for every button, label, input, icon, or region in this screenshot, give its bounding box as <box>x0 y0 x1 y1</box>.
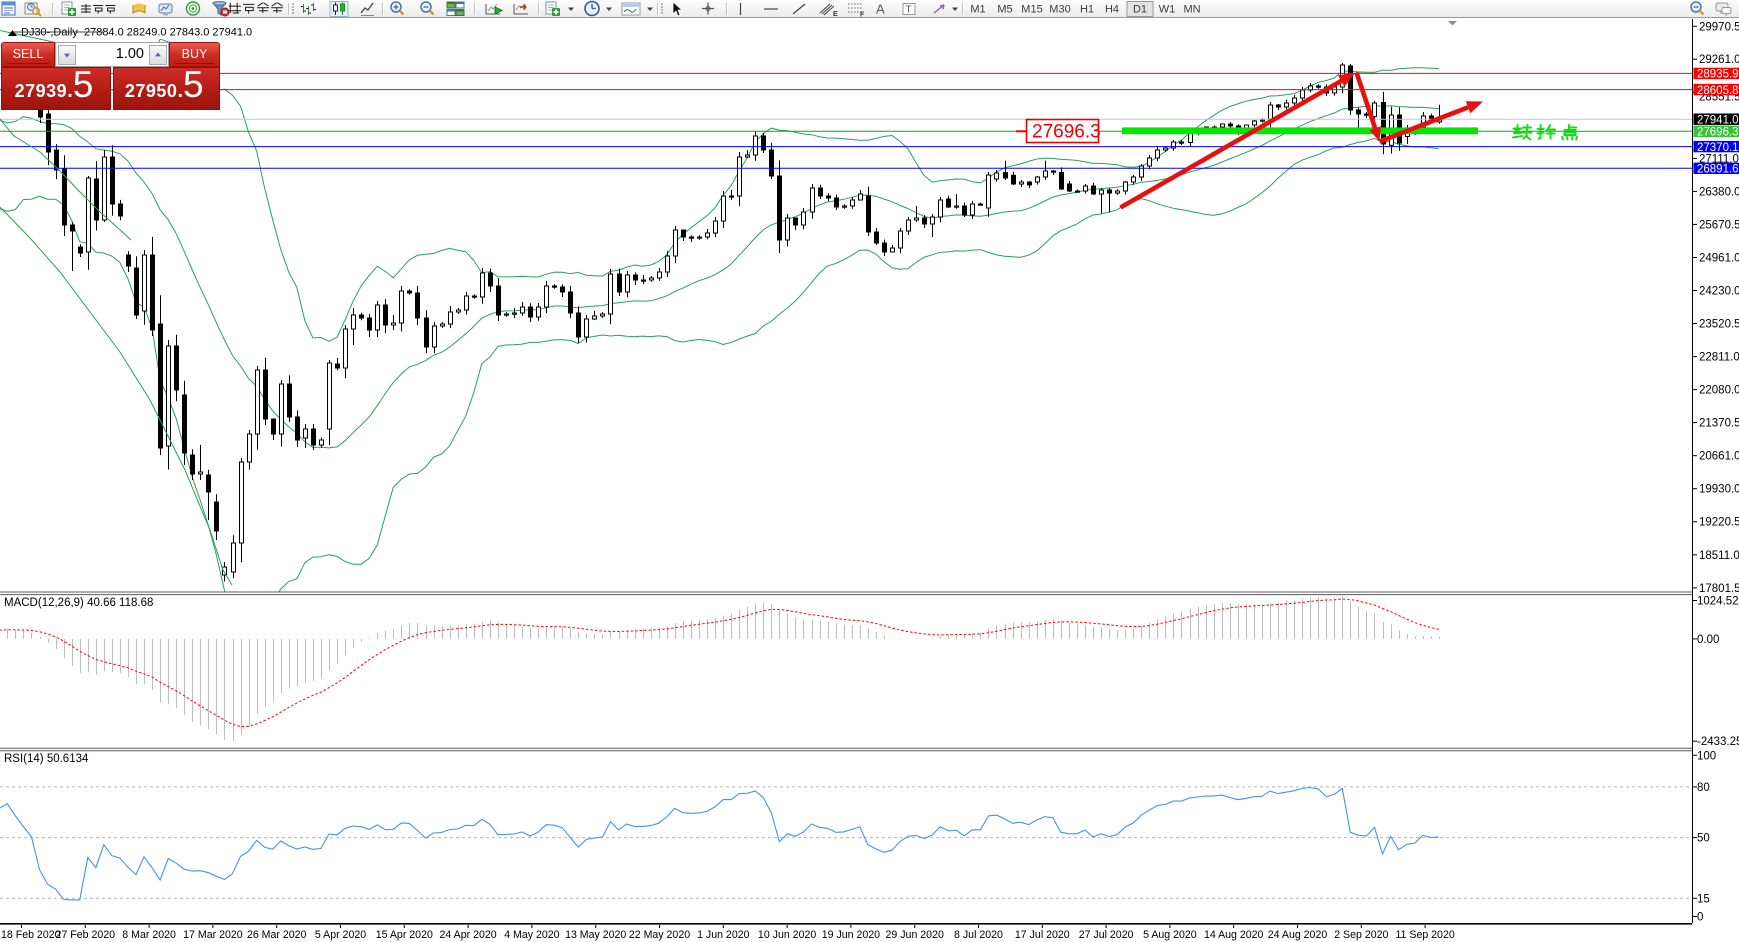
svg-text:DJ30-,Daily 27884.0 28249.0 2: DJ30-,Daily 27884.0 28249.0 27843.0 2794… <box>21 27 252 39</box>
svg-text:26 Mar 2020: 26 Mar 2020 <box>247 929 307 941</box>
svg-text:F: F <box>860 12 865 19</box>
svg-text:18 Feb 2020: 18 Feb 2020 <box>1 929 61 941</box>
svg-text:10 Jun 2020: 10 Jun 2020 <box>758 929 816 941</box>
svg-text:19220.5: 19220.5 <box>1699 517 1739 529</box>
svg-text:RSI(14) 50.6134: RSI(14) 50.6134 <box>4 753 89 765</box>
svg-text:26380.0: 26380.0 <box>1699 186 1739 198</box>
svg-text:29 Jun 2020: 29 Jun 2020 <box>886 929 944 941</box>
svg-text:27941.0: 27941.0 <box>1697 114 1739 126</box>
svg-text:27696.3: 27696.3 <box>1032 122 1101 143</box>
svg-text:M15: M15 <box>1021 4 1042 16</box>
svg-text:11 Sep 2020: 11 Sep 2020 <box>1395 929 1454 941</box>
svg-text:17 Mar 2020: 17 Mar 2020 <box>183 929 243 941</box>
svg-text:8 Jul 2020: 8 Jul 2020 <box>954 929 1003 941</box>
svg-text:22 May 2020: 22 May 2020 <box>629 929 690 941</box>
svg-text:2 Sep 2020: 2 Sep 2020 <box>1334 929 1388 941</box>
svg-text:1 Jun 2020: 1 Jun 2020 <box>697 929 750 941</box>
svg-text:8 Mar 2020: 8 Mar 2020 <box>122 929 176 941</box>
svg-text:27111.0: 27111.0 <box>1699 153 1739 165</box>
svg-text:27 Jul 2020: 27 Jul 2020 <box>1079 929 1134 941</box>
svg-text:24 Aug 2020: 24 Aug 2020 <box>1268 929 1328 941</box>
svg-text:50: 50 <box>1697 833 1710 845</box>
svg-text:1024.52: 1024.52 <box>1697 596 1739 608</box>
svg-text:100: 100 <box>1697 750 1716 762</box>
svg-text:25670.5: 25670.5 <box>1699 219 1739 231</box>
svg-text:17 Jul 2020: 17 Jul 2020 <box>1015 929 1070 941</box>
svg-text:15: 15 <box>1697 893 1710 905</box>
svg-text:29261.0: 29261.0 <box>1699 54 1739 66</box>
svg-text:22080.0: 22080.0 <box>1699 385 1739 397</box>
svg-text:MACD(12,26,9) 40.66 118.68: MACD(12,26,9) 40.66 118.68 <box>4 597 153 609</box>
svg-text:-2433.25: -2433.25 <box>1697 736 1739 748</box>
svg-text:27696.3: 27696.3 <box>1697 127 1739 139</box>
svg-text:27370.1: 27370.1 <box>1697 142 1739 154</box>
svg-text:D1: D1 <box>1133 4 1147 16</box>
svg-text:19 Jun 2020: 19 Jun 2020 <box>822 929 880 941</box>
svg-text:T: T <box>906 5 912 16</box>
svg-text:29970.5: 29970.5 <box>1699 21 1739 33</box>
svg-text:23520.5: 23520.5 <box>1699 319 1739 331</box>
svg-text:M1: M1 <box>970 4 985 16</box>
svg-text:21370.5: 21370.5 <box>1699 418 1739 430</box>
svg-text:24230.0: 24230.0 <box>1699 286 1739 298</box>
svg-text:22811.0: 22811.0 <box>1699 352 1739 364</box>
svg-text:0.00: 0.00 <box>1697 634 1719 646</box>
svg-text:27 Feb 2020: 27 Feb 2020 <box>56 929 116 941</box>
svg-text:24961.0: 24961.0 <box>1699 253 1739 265</box>
svg-text:19930.0: 19930.0 <box>1699 484 1739 496</box>
svg-text:M30: M30 <box>1049 4 1070 16</box>
svg-text:15 Apr 2020: 15 Apr 2020 <box>376 929 433 941</box>
svg-text:26891.6: 26891.6 <box>1697 164 1739 176</box>
svg-text:20661.0: 20661.0 <box>1699 451 1739 463</box>
svg-text:17801.5: 17801.5 <box>1699 583 1739 595</box>
svg-text:28935.9: 28935.9 <box>1697 69 1739 81</box>
svg-text:MN: MN <box>1183 4 1200 16</box>
svg-text:A: A <box>876 2 885 17</box>
svg-text:18511.0: 18511.0 <box>1699 550 1739 562</box>
svg-text:5 Apr 2020: 5 Apr 2020 <box>315 929 366 941</box>
svg-text:13 May 2020: 13 May 2020 <box>565 929 626 941</box>
svg-text:W1: W1 <box>1159 4 1176 16</box>
svg-text:5 Aug 2020: 5 Aug 2020 <box>1143 929 1197 941</box>
svg-text:24 Apr 2020: 24 Apr 2020 <box>440 929 497 941</box>
svg-text:28605.8: 28605.8 <box>1697 85 1739 97</box>
svg-text:0: 0 <box>1697 912 1703 924</box>
svg-text:H4: H4 <box>1105 4 1119 16</box>
svg-text:4 May 2020: 4 May 2020 <box>504 929 559 941</box>
svg-text:80: 80 <box>1697 782 1710 794</box>
svg-text:E: E <box>833 11 838 18</box>
svg-text:H1: H1 <box>1080 4 1094 16</box>
svg-text:14 Aug 2020: 14 Aug 2020 <box>1204 929 1264 941</box>
svg-text:M5: M5 <box>997 4 1012 16</box>
